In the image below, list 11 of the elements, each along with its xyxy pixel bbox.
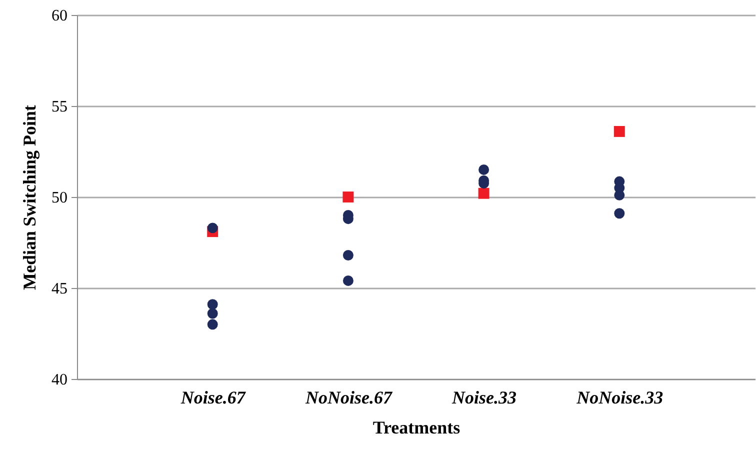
y-tick-label: 55 (52, 98, 68, 116)
y-tick-label: 45 (52, 280, 68, 298)
y-tick-label: 40 (52, 372, 68, 388)
y-tick-label: 50 (52, 190, 68, 206)
x-tick-label: NoNoise.67 (304, 388, 393, 408)
y-tick-label: 60 (52, 8, 68, 24)
x-tick-label: Noise.33 (451, 388, 517, 408)
x-axis-title: Treatments (372, 418, 460, 438)
y-axis-title: Median Switching Point (20, 104, 40, 290)
x-tick-label: Noise.67 (180, 388, 246, 408)
x-tick-label: NoNoise.33 (576, 388, 664, 408)
